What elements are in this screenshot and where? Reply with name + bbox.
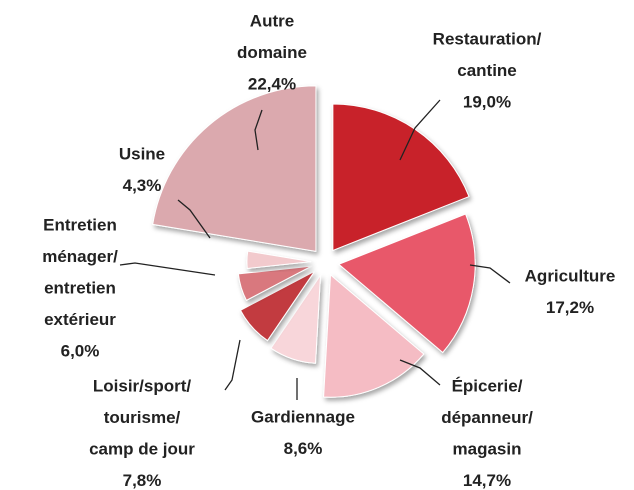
slice-label: Agriculture xyxy=(525,266,616,285)
pie-slice xyxy=(246,250,312,269)
slice-label: Autre xyxy=(250,11,294,30)
leader-line xyxy=(254,109,263,151)
value-label: 14,7% xyxy=(463,471,511,490)
slice-label: camp de jour xyxy=(89,439,195,458)
slice-label: tourisme/ xyxy=(104,408,181,427)
value-label: 17,2% xyxy=(546,298,594,317)
leader-line xyxy=(399,99,441,161)
slice-label: magasin xyxy=(453,439,522,458)
slice-label: Entretien xyxy=(43,215,117,234)
slice-label: extérieur xyxy=(44,310,116,329)
leader-line xyxy=(469,264,511,284)
leader-line xyxy=(224,339,241,391)
slice-label: dépanneur/ xyxy=(441,408,533,427)
leader-line xyxy=(119,262,216,276)
value-label: 22,4% xyxy=(248,74,296,93)
pie-slice xyxy=(270,273,322,364)
slice-label: Épicerie/ xyxy=(452,376,523,395)
pie-slice xyxy=(332,103,470,252)
pie-slice xyxy=(337,213,476,354)
value-label: 8,6% xyxy=(284,439,323,458)
slice-label: ménager/ xyxy=(42,247,118,266)
pie-slice xyxy=(237,265,312,301)
leader-line xyxy=(399,359,441,386)
slice-label: Restauration/ xyxy=(433,29,542,48)
pie-slice xyxy=(323,273,425,398)
slice-label: Usine xyxy=(119,144,165,163)
value-label: 19,0% xyxy=(463,92,511,111)
slice-label: entretien xyxy=(44,278,116,297)
value-label: 6,0% xyxy=(61,341,100,360)
value-label: 4,3% xyxy=(123,176,162,195)
slice-label: domaine xyxy=(237,43,307,62)
slice-label: Gardiennage xyxy=(251,407,355,426)
value-label: 7,8% xyxy=(123,471,162,490)
leader-line xyxy=(177,199,211,239)
pie-slice xyxy=(239,270,315,342)
pie-slice xyxy=(152,85,317,252)
slice-label: Loisir/sport/ xyxy=(93,376,192,395)
slice-label: cantine xyxy=(457,61,517,80)
